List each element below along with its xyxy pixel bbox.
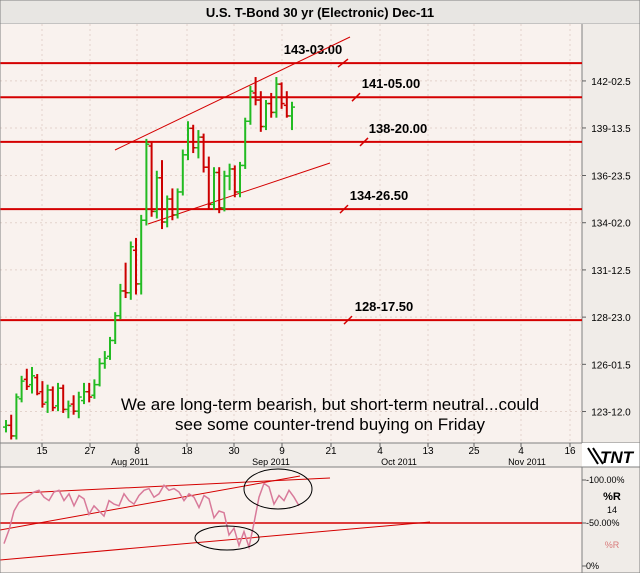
date-tick-label: 15 — [36, 446, 48, 457]
channel-upper-line — [114, 36, 351, 151]
price-tick-label: 126-01.5 — [591, 360, 631, 371]
indicator-trendline-mid — [0, 475, 301, 531]
level-label: 134-26.50 — [350, 188, 409, 203]
indicator-parameter: 14 — [607, 505, 617, 515]
date-tick-label: 4 — [518, 446, 524, 457]
level-label: 138-20.00 — [369, 121, 428, 136]
highlight-ellipse-overbought — [243, 468, 313, 510]
level-label: 143-03.00 — [284, 42, 343, 57]
month-label: Sep 2011 — [252, 457, 290, 467]
indicator-trendline-lower — [0, 521, 431, 561]
date-tick-label: 27 — [84, 446, 96, 457]
date-tick-label: 16 — [564, 446, 576, 457]
ohlc-bar — [13, 393, 20, 440]
annotation-line-1: We are long-term bearish, but short-term… — [121, 395, 539, 414]
indicator-name: %R — [603, 491, 621, 503]
level-label: 128-17.50 — [355, 299, 414, 314]
ohlc-bar — [86, 382, 93, 403]
indicator-tick-label: -100.00% — [586, 475, 625, 485]
williams-r-indicator: -100.00% -50.00% 0% — [0, 468, 625, 571]
month-label: Oct 2011 — [381, 457, 417, 467]
price-tick-label: 131-12.5 — [591, 266, 631, 277]
tnt-logo-text: TNT — [600, 448, 635, 467]
date-tick-label: 4 — [377, 446, 383, 457]
indicator-legend-label: %R — [605, 540, 620, 550]
level-pointer — [343, 315, 353, 325]
price-gridlines — [0, 24, 582, 443]
level-pointer — [339, 204, 349, 214]
date-tick-label: 18 — [181, 446, 193, 457]
price-tick-labels: 142-02.5 139-13.5 136-23.5 134-02.0 131-12.5… — [582, 77, 631, 419]
ohlc-bar — [289, 101, 295, 131]
price-levels: 143-03.00 141-05.00 138-20.00 134-26.50 128-… — [0, 42, 582, 325]
month-label: Aug 2011 — [111, 457, 149, 467]
level-pointer — [337, 58, 349, 68]
date-tick-label: 30 — [228, 446, 240, 457]
indicator-tick-label: 0% — [586, 561, 599, 571]
date-tick-label: 8 — [134, 446, 140, 457]
ohlc-bar — [39, 381, 46, 408]
chart-title: U.S. T-Bond 30 yr (Electronic) Dec-11 — [206, 5, 434, 20]
level-pointer — [359, 137, 369, 147]
price-tick-label: 142-02.5 — [591, 77, 631, 88]
ohlc-bar — [101, 351, 108, 369]
tnt-logo-background — [590, 447, 638, 465]
level-label: 141-05.00 — [362, 76, 421, 91]
ohlc-bar — [23, 368, 30, 390]
level-pointer — [351, 92, 361, 102]
ohlc-bar — [127, 241, 134, 300]
price-tick-label: 128-23.0 — [591, 313, 631, 324]
ohlc-bar — [29, 366, 35, 394]
price-tick-label: 136-23.5 — [591, 172, 631, 183]
highlight-ellipse-oversold — [194, 525, 260, 551]
date-tick-label: 9 — [279, 446, 285, 457]
tnt-logo: TNT — [587, 447, 638, 467]
month-label: Nov 2011 — [508, 457, 546, 467]
ohlc-bar — [278, 82, 285, 109]
price-axis-panel — [582, 24, 640, 443]
indicator-axis-panel — [582, 467, 640, 573]
date-axis-panel — [0, 443, 582, 467]
ohlc-bar — [247, 85, 254, 125]
ohlc-bar — [18, 375, 25, 403]
price-plot-area — [0, 24, 582, 443]
indicator-tick-label: -50.00% — [586, 518, 620, 528]
date-tick-label: 21 — [325, 446, 337, 457]
price-tick-label: 139-13.5 — [591, 124, 631, 135]
date-tick-label: 25 — [468, 446, 480, 457]
ohlc-bar — [65, 400, 72, 419]
date-tick-labels: 15 27 8 18 30 9 21 4 13 25 4 16 Aug 2011 Sep 2011 Oct … — [36, 443, 576, 467]
title-bar — [0, 0, 640, 24]
annotation-line-2: see some counter-trend buying on Friday — [175, 415, 485, 434]
ohlc-bar — [75, 391, 82, 419]
ohlc-bar — [34, 374, 41, 396]
price-tick-label: 134-02.0 — [591, 219, 631, 230]
ohlc-bar — [143, 138, 150, 226]
price-tick-label: 123-12.0 — [591, 408, 631, 419]
price-bars — [3, 77, 295, 440]
indicator-line — [3, 482, 300, 551]
indicator-plot-area — [0, 467, 582, 573]
date-tick-label: 13 — [422, 446, 434, 457]
tnt-logo-stripes — [587, 447, 604, 465]
ohlc-bar — [49, 386, 56, 412]
